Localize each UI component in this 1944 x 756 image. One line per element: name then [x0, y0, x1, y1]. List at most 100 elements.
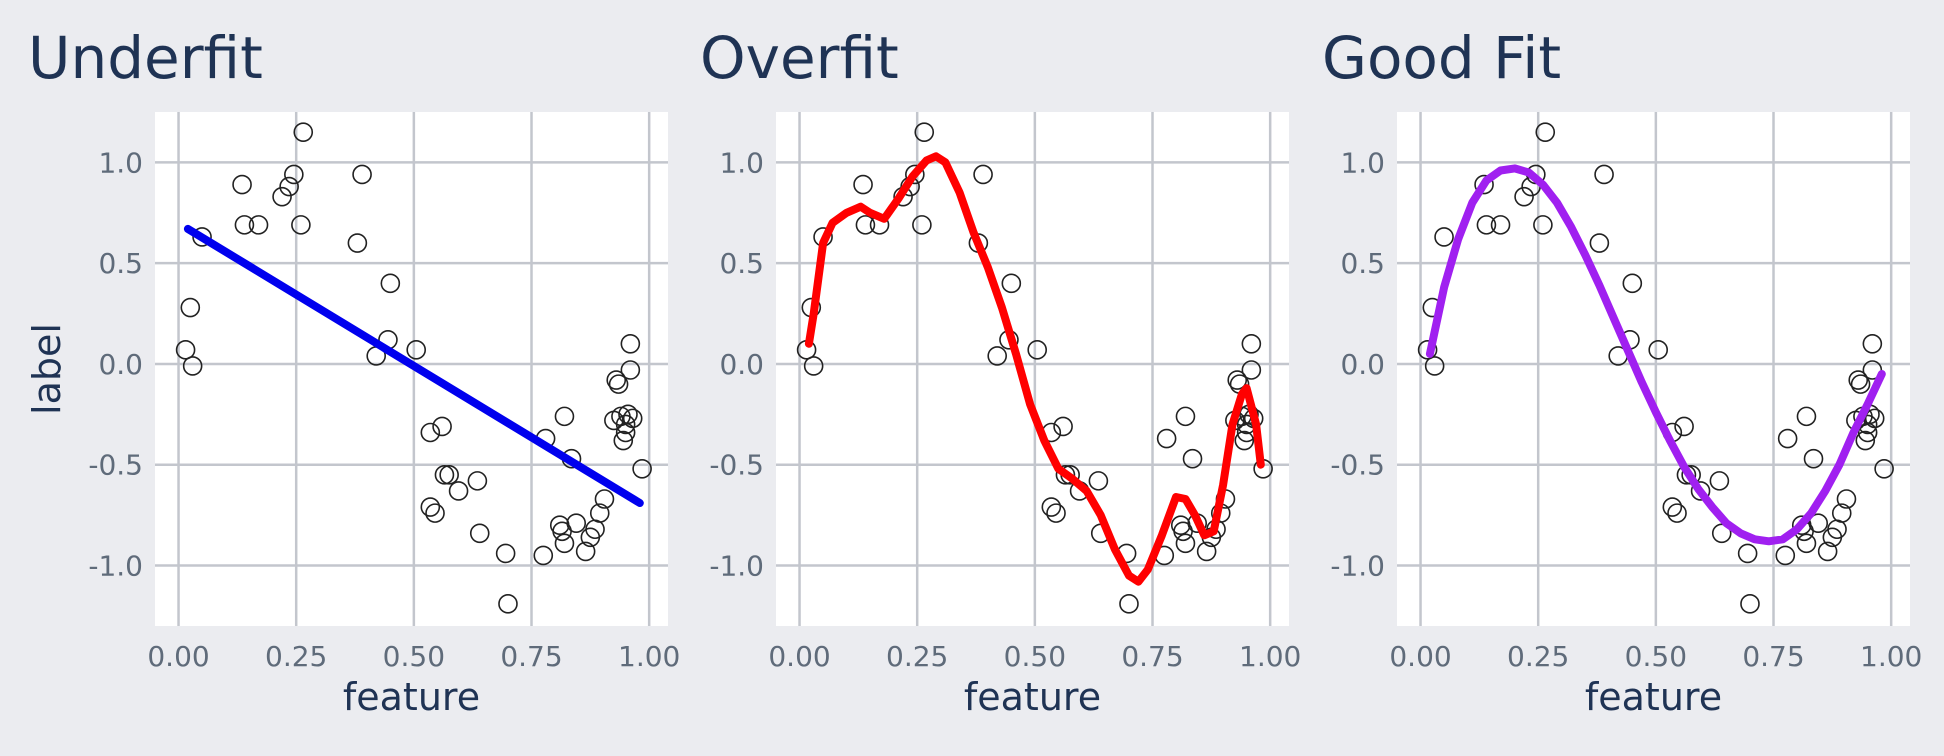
- data-point: [284, 164, 304, 185]
- data-point: [1175, 406, 1196, 427]
- data-point: [1674, 416, 1694, 437]
- data-point: [566, 513, 587, 534]
- data-point: [1850, 374, 1871, 394]
- data-point: [439, 465, 459, 485]
- data-point: [594, 489, 615, 509]
- panel-overfit: Overfit 0.00 0.25 0.50 0.75 1.00 1.0 0.5 0.0 -0.5…: [700, 24, 1301, 719]
- data-point: [803, 356, 824, 376]
- data-point: [1055, 465, 1076, 485]
- data-point: [1690, 481, 1711, 501]
- data-point: [192, 227, 212, 247]
- plot-area: [776, 112, 1289, 626]
- data-point: [406, 340, 427, 360]
- data-point: [420, 422, 441, 443]
- data-point: [554, 533, 575, 554]
- data-point: [914, 122, 935, 142]
- data-point: [467, 471, 488, 491]
- x-axis-label: feature: [964, 675, 1101, 719]
- data-point: [1589, 233, 1610, 253]
- x-axis-label: feature: [1585, 675, 1722, 719]
- data-point: [1514, 186, 1534, 207]
- y-tick-label: -0.5: [1330, 449, 1385, 482]
- data-point: [448, 481, 469, 501]
- x-tick-label: 0.25: [886, 640, 948, 673]
- data-point: [620, 360, 641, 380]
- data-point: [1667, 503, 1687, 523]
- data-point: [987, 346, 1008, 366]
- data-point: [1119, 594, 1139, 614]
- panel-title: Overfit: [700, 24, 899, 92]
- data-point: [1041, 497, 1062, 517]
- data-point: [1864, 408, 1885, 429]
- panel-good-fit: Good Fit 0.00 0.25 0.50 0.75 1.00 1.0 0.5 0.0 -0.…: [1322, 24, 1922, 719]
- data-point: [434, 465, 455, 485]
- data-point: [1417, 340, 1438, 360]
- data-point: [855, 215, 876, 235]
- x-tick-label: 1.00: [618, 640, 680, 673]
- y-tick-label: 0.0: [98, 348, 143, 381]
- data-point: [1777, 428, 1798, 449]
- plot-area: [1397, 112, 1910, 626]
- data-point: [1490, 215, 1511, 235]
- x-tick-label: 1.00: [1239, 640, 1301, 673]
- x-tick-label: 1.00: [1860, 640, 1922, 673]
- data-point: [905, 164, 925, 185]
- x-tick-label: 0.50: [383, 640, 445, 673]
- y-tick-label: -0.5: [709, 449, 764, 482]
- data-point: [589, 503, 610, 523]
- y-tick-label: -1.0: [1330, 550, 1385, 583]
- data-point: [1227, 370, 1248, 390]
- x-tick-label: 0.75: [1742, 640, 1804, 673]
- data-point: [1001, 273, 1022, 294]
- data-point: [1434, 227, 1454, 247]
- data-point: [622, 408, 643, 429]
- data-point: [232, 174, 252, 195]
- data-point: [620, 334, 641, 354]
- data-point: [1046, 503, 1066, 523]
- data-point: [234, 215, 255, 235]
- data-point: [533, 545, 554, 566]
- data-point: [279, 176, 299, 197]
- data-point: [1234, 430, 1255, 451]
- y-tick-label: 0.5: [1340, 247, 1385, 280]
- data-point: [613, 430, 634, 451]
- fit-line: [183, 224, 644, 507]
- data-point: [347, 233, 368, 253]
- y-tick-label: -1.0: [709, 550, 764, 583]
- data-point: [182, 356, 203, 376]
- data-point: [1196, 541, 1217, 562]
- data-point: [1648, 340, 1669, 360]
- data-point: [1817, 541, 1838, 562]
- data-point: [1424, 356, 1445, 376]
- y-tick-label: 1.0: [1340, 146, 1385, 179]
- data-point: [1796, 533, 1817, 554]
- x-tick-label: 0.75: [500, 640, 562, 673]
- panel-title: Underfit: [28, 24, 263, 92]
- data-point: [425, 503, 445, 523]
- data-point: [1848, 370, 1869, 390]
- data-point: [495, 543, 516, 564]
- data-point: [1622, 273, 1643, 294]
- data-point: [1156, 428, 1177, 449]
- data-point: [1088, 471, 1109, 491]
- data-point: [175, 340, 196, 360]
- data-point: [575, 541, 596, 562]
- data-point: [469, 523, 490, 544]
- y-tick-label: 1.0: [98, 146, 143, 179]
- data-point: [632, 458, 652, 479]
- data-point: [1862, 360, 1883, 380]
- x-tick-label: 0.50: [1004, 640, 1066, 673]
- data-point: [248, 215, 269, 235]
- data-point: [352, 164, 372, 185]
- data-point: [1594, 164, 1614, 185]
- data-point: [912, 215, 932, 235]
- data-point: [1836, 489, 1857, 509]
- data-point: [1775, 545, 1796, 566]
- data-point: [1862, 334, 1883, 354]
- y-tick-label: -1.0: [88, 550, 143, 583]
- data-point: [606, 370, 627, 390]
- y-tick-label: 0.0: [1340, 348, 1385, 381]
- y-tick-label: 0.0: [719, 348, 764, 381]
- y-axis-label: label: [25, 323, 69, 415]
